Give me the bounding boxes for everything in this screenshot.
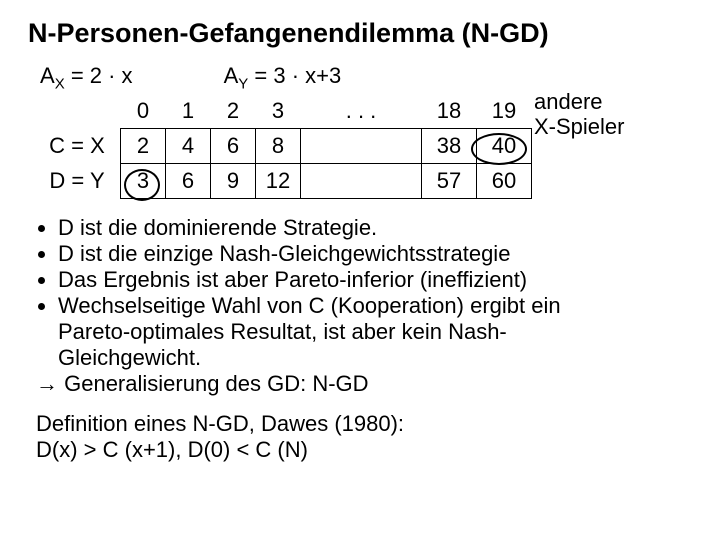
- table-header-row: 0 1 2 3 . . . 18 19: [34, 94, 532, 129]
- note-line1: andere: [534, 89, 624, 114]
- defn-line2: D(x) > C (x+1), D(0) < C (N): [36, 437, 692, 463]
- rowD-18: 57: [422, 164, 477, 199]
- formula-row: AX = 2 · x AY = 3 · x+3: [40, 63, 694, 92]
- b4-line1: Wechselseitige Wahl von C (Kooperation) …: [58, 293, 561, 318]
- table-row: C = X 2 4 6 8 38 40: [34, 129, 532, 164]
- ay-rhs: = 3 · x+3: [248, 63, 341, 88]
- ax-rhs: = 2 · x: [65, 63, 133, 88]
- page-title: N-Personen-Gefangenendilemma (N-GD): [28, 18, 692, 49]
- table-row: D = Y 3 6 9 12 57 60: [34, 164, 532, 199]
- rowD-1: 6: [166, 164, 211, 199]
- arrow-line: → Generalisierung des GD: N-GD: [36, 371, 692, 397]
- hdr-0: 0: [121, 94, 166, 129]
- hdr-18: 18: [422, 94, 477, 129]
- rowC-1: 4: [166, 129, 211, 164]
- rowC-0: 2: [121, 129, 166, 164]
- rowC-19: 40: [477, 129, 532, 164]
- rowD-2: 9: [211, 164, 256, 199]
- defn-line1: Definition eines N-GD, Dawes (1980):: [36, 411, 692, 437]
- hdr-1: 1: [166, 94, 211, 129]
- content-block: AX = 2 · x AY = 3 · x+3 0 1 2 3 . . . 18…: [34, 63, 694, 199]
- rowD-19: 60: [477, 164, 532, 199]
- ay-sub: Y: [238, 75, 248, 92]
- hdr-dots: . . .: [301, 94, 422, 129]
- definition-block: Definition eines N-GD, Dawes (1980): D(x…: [36, 411, 692, 464]
- list-item: Das Ergebnis ist aber Pareto-inferior (i…: [58, 267, 692, 293]
- rowD-label: D = Y: [34, 164, 121, 199]
- hdr-3: 3: [256, 94, 301, 129]
- rowC-2: 6: [211, 129, 256, 164]
- rowD-3: 12: [256, 164, 301, 199]
- rowD-0: 3: [121, 164, 166, 199]
- rowC-3: 8: [256, 129, 301, 164]
- b4-line3: Gleichgewicht.: [58, 345, 201, 370]
- payoff-table: 0 1 2 3 . . . 18 19 C = X 2 4 6 8 38 40 …: [34, 94, 532, 199]
- hdr-2: 2: [211, 94, 256, 129]
- list-item: D ist die dominierende Strategie.: [58, 215, 692, 241]
- ax-sub: X: [55, 75, 65, 92]
- list-item: Wechselseitige Wahl von C (Kooperation) …: [58, 293, 692, 371]
- list-item: D ist die einzige Nash-Gleichgewichtsstr…: [58, 241, 692, 267]
- note-line2: X-Spieler: [534, 114, 624, 139]
- bullet-list: D ist die dominierende Strategie. D ist …: [36, 215, 692, 371]
- ay-label: A: [224, 63, 239, 88]
- hdr-19: 19: [477, 94, 532, 129]
- rowC-18: 38: [422, 129, 477, 164]
- rowC-label: C = X: [34, 129, 121, 164]
- ax-label: A: [40, 63, 55, 88]
- note-andere: andere X-Spieler: [534, 89, 624, 140]
- b4-line2: Pareto-optimales Resultat, ist aber kein…: [58, 319, 507, 344]
